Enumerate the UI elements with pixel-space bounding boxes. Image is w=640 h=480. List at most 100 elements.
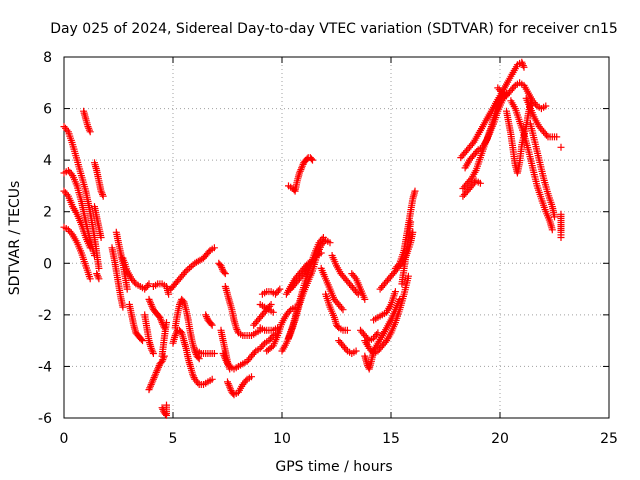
data-point (354, 290, 362, 298)
data-point (147, 344, 155, 352)
data-point (148, 302, 156, 310)
data-point (532, 100, 540, 108)
data-point (93, 271, 101, 279)
data-point (99, 191, 106, 198)
series-segment (348, 270, 369, 303)
data-point (131, 278, 138, 286)
data-point (63, 126, 71, 134)
data-point (226, 383, 234, 391)
data-point (187, 262, 195, 270)
data-point (67, 170, 75, 178)
data-point (297, 166, 305, 174)
y-tick-label: 8 (43, 50, 52, 66)
data-point (202, 311, 210, 319)
data-point (154, 365, 162, 373)
data-point (182, 267, 190, 275)
data-point (184, 266, 192, 273)
y-tick-label: 2 (43, 205, 52, 221)
series-segment (60, 223, 94, 283)
data-point (144, 282, 152, 290)
data-point (298, 271, 306, 279)
data-point (394, 261, 402, 269)
data-point (151, 372, 159, 380)
data-point (149, 375, 157, 383)
data-point (147, 381, 155, 388)
data-point (520, 63, 528, 71)
data-point (63, 191, 71, 198)
series-segment (149, 280, 173, 298)
series-segment (193, 347, 218, 357)
data-point (99, 192, 107, 200)
data-point (317, 249, 325, 257)
data-point (259, 341, 267, 349)
series-segment (91, 159, 107, 200)
series-segment (167, 244, 218, 293)
series-segment (370, 288, 399, 324)
data-point (171, 332, 179, 339)
y-tick-label: -6 (38, 411, 52, 427)
data-point (148, 346, 156, 354)
data-point (557, 143, 565, 151)
data-point (391, 288, 399, 296)
data-point (473, 148, 481, 155)
series-segment (91, 203, 105, 241)
data-point (93, 270, 101, 278)
data-point (226, 385, 234, 393)
series-segment (398, 218, 415, 288)
data-point (505, 88, 513, 96)
data-point (217, 262, 225, 270)
series-segment (287, 249, 325, 293)
data-point (542, 102, 550, 110)
data-point (163, 401, 170, 409)
data-point (86, 275, 94, 283)
data-point (220, 268, 228, 276)
data-point (404, 272, 412, 280)
data-point (160, 354, 168, 362)
data-point (149, 350, 157, 357)
data-point (97, 187, 105, 195)
series-segment (158, 319, 170, 360)
y-tick-label: -4 (38, 359, 52, 375)
data-point (221, 355, 229, 363)
data-point (338, 304, 346, 312)
y-tick-label: 6 (43, 102, 52, 118)
series-segment (507, 97, 556, 234)
data-point (189, 372, 197, 380)
x-tick-label: 0 (60, 431, 69, 447)
y-axis-label: SDTVAR / TECUs (7, 181, 23, 296)
data-point (276, 285, 284, 293)
series-segment (108, 244, 127, 311)
data-point (510, 83, 518, 91)
data-point (155, 363, 162, 371)
series-segment (328, 252, 362, 298)
data-point (202, 313, 210, 321)
data-point (149, 377, 157, 385)
data-point (67, 229, 75, 237)
series-segment (202, 311, 216, 329)
series-segment (335, 337, 360, 357)
series-segment (322, 290, 351, 334)
y-tick-label: 4 (43, 153, 52, 169)
series-segment (361, 272, 412, 357)
series-segment (93, 270, 103, 283)
series-segment (221, 283, 264, 339)
data-point (218, 264, 226, 272)
data-point (208, 375, 216, 383)
data-point (374, 329, 382, 337)
series-segment (224, 373, 255, 399)
data-point (221, 270, 229, 278)
data-point (194, 379, 202, 387)
data-point (139, 337, 146, 345)
data-point (221, 353, 229, 361)
data-point (224, 380, 232, 388)
data-point (86, 128, 94, 136)
data-point (462, 189, 470, 197)
data-point (538, 126, 546, 134)
data-point (97, 234, 105, 241)
data-point (157, 317, 165, 325)
series-segment (158, 401, 170, 419)
data-point (85, 124, 93, 132)
data-point (152, 368, 160, 376)
data-point (137, 335, 145, 343)
